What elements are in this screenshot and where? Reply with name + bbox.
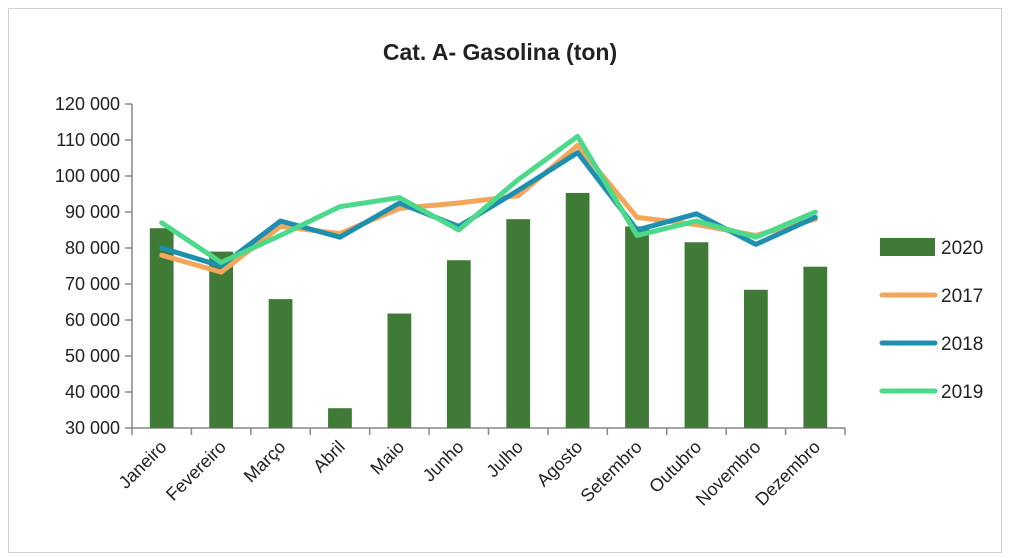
- bar-2020-janeiro: [149, 228, 174, 428]
- legend-swatch-2020: [880, 238, 935, 256]
- bar-2020-fevereiro: [209, 251, 234, 428]
- y-tick-label: 50 000: [65, 346, 120, 366]
- bar-2020-junho: [446, 260, 471, 428]
- y-tick-label: 40 000: [65, 382, 120, 402]
- y-tick-label: 30 000: [65, 418, 120, 438]
- chart-title: Cat. A- Gasolina (ton): [383, 39, 617, 65]
- y-tick-label: 70 000: [65, 274, 120, 294]
- line-2017: [159, 142, 818, 275]
- bar-2020-setembro: [625, 226, 649, 428]
- x-tick-label: Janeiro: [115, 437, 171, 493]
- line-2019: [159, 133, 818, 265]
- x-tick-label: Outubro: [645, 437, 705, 497]
- y-tick-label: 110 000: [56, 130, 120, 150]
- x-tick-label: Fevereiro: [162, 437, 230, 505]
- legend-label-2018: 2018: [941, 334, 983, 355]
- bar-series: [149, 192, 828, 428]
- bar-2020-abril: [328, 408, 352, 428]
- x-tick-label: Julho: [482, 437, 527, 482]
- y-tick-label: 100 000: [55, 166, 120, 186]
- line-2018: [159, 150, 818, 269]
- bar-2020-novembro: [743, 289, 768, 428]
- bar-2020-dezembro: [803, 266, 828, 428]
- bar-2020-outubro: [684, 242, 709, 428]
- x-tick-label: Junho: [419, 437, 468, 486]
- y-tick-label: 90 000: [65, 202, 120, 222]
- x-tick-label: Setembro: [577, 437, 646, 506]
- y-tick-label: 120 000: [55, 94, 120, 114]
- legend-label-2017: 2017: [941, 286, 983, 307]
- y-tick-label: 60 000: [65, 310, 120, 330]
- bar-2020-março: [268, 299, 293, 428]
- x-tick-label: Agosto: [533, 437, 587, 491]
- legend-label-2019: 2019: [941, 382, 983, 403]
- x-tick-label: Abril: [309, 437, 349, 477]
- line-series: [159, 133, 818, 275]
- x-tick-label: Março: [240, 437, 290, 487]
- bar-2020-maio: [387, 313, 412, 428]
- bar-2020-julho: [506, 219, 531, 428]
- y-tick-label: 80 000: [65, 238, 120, 258]
- x-tick-label: Maio: [366, 437, 408, 479]
- legend: 2020 2017 2018 2019: [879, 238, 983, 403]
- chart-frame: [8, 8, 1002, 553]
- bar-2020-agosto: [565, 192, 590, 428]
- x-tick-label: Dezembro: [751, 437, 824, 510]
- legend-label-2020: 2020: [941, 238, 983, 259]
